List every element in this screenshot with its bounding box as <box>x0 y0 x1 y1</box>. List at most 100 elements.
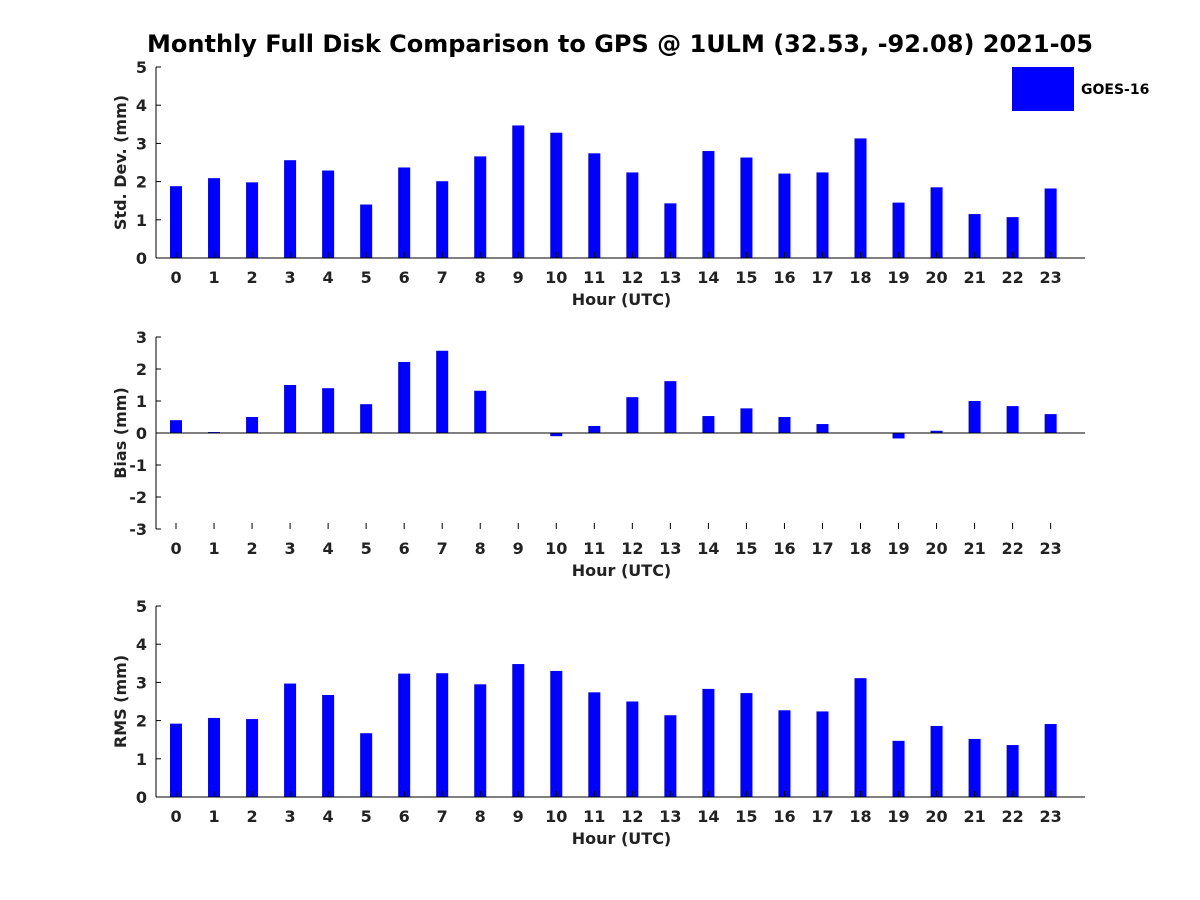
bar-rms-0 <box>170 723 183 797</box>
x-tick-label: 11 <box>583 807 605 826</box>
x-tick-label: 19 <box>887 807 909 826</box>
x-tick-label: 22 <box>1001 807 1023 826</box>
bar-std_dev-14 <box>702 151 715 258</box>
bar-bias-17 <box>816 424 829 433</box>
bar-rms-5 <box>360 733 373 797</box>
x-tick-label: 11 <box>583 268 605 287</box>
bar-std_dev-5 <box>360 204 373 258</box>
bar-rms-15 <box>740 693 753 797</box>
x-tick-label: 23 <box>1040 268 1062 287</box>
y-tick-label: 0 <box>136 424 147 443</box>
x-tick-label: 2 <box>246 268 257 287</box>
x-tick-label: 22 <box>1001 268 1023 287</box>
bar-rms-23 <box>1044 724 1057 797</box>
x-tick-label: 0 <box>170 807 181 826</box>
x-tick-label: 14 <box>697 807 719 826</box>
x-tick-label: 18 <box>849 539 871 558</box>
x-tick-label: 15 <box>735 539 757 558</box>
x-tick-label: 1 <box>208 807 219 826</box>
x-tick-label: 9 <box>513 268 524 287</box>
bar-std_dev-10 <box>550 132 563 258</box>
x-tick-label: 23 <box>1040 807 1062 826</box>
x-tick-label: 2 <box>246 807 257 826</box>
y-tick-label: 5 <box>136 597 147 616</box>
bar-bias-2 <box>246 417 259 433</box>
x-tick-label: 1 <box>208 539 219 558</box>
x-tick-label: 1 <box>208 268 219 287</box>
bar-rms-13 <box>664 715 677 797</box>
bar-rms-10 <box>550 670 563 797</box>
bar-rms-9 <box>512 664 525 797</box>
x-tick-label: 4 <box>323 807 334 826</box>
x-tick-label: 20 <box>925 268 947 287</box>
bar-rms-6 <box>398 673 411 797</box>
bar-rms-2 <box>246 719 259 797</box>
x-tick-label: 0 <box>170 268 181 287</box>
x-tick-label: 14 <box>697 539 719 558</box>
bar-std_dev-21 <box>968 214 981 258</box>
bar-bias-23 <box>1044 414 1057 433</box>
bar-bias-19 <box>892 433 905 439</box>
x-tick-label: 21 <box>963 539 985 558</box>
bar-bias-13 <box>664 381 677 433</box>
bar-std_dev-18 <box>854 138 867 258</box>
bar-rms-4 <box>322 695 335 797</box>
x-tick-label: 5 <box>361 539 372 558</box>
x-tick-label: 9 <box>513 539 524 558</box>
y-tick-label: 4 <box>136 635 147 654</box>
y-tick-label: -1 <box>129 456 147 475</box>
bar-bias-21 <box>968 401 981 433</box>
y-tick-label: 3 <box>136 134 147 153</box>
bar-bias-3 <box>284 385 297 433</box>
bar-bias-0 <box>170 420 183 433</box>
x-tick-label: 13 <box>659 268 681 287</box>
x-tick-label: 21 <box>963 807 985 826</box>
bar-std_dev-23 <box>1044 188 1057 258</box>
x-tick-label: 9 <box>513 807 524 826</box>
x-tick-label: 16 <box>773 268 795 287</box>
bar-bias-6 <box>398 361 411 433</box>
x-tick-label: 0 <box>170 539 181 558</box>
y-tick-label: 0 <box>136 249 147 268</box>
y-axis-label: RMS (mm) <box>111 655 130 748</box>
x-tick-label: 8 <box>475 268 486 287</box>
x-tick-label: 13 <box>659 539 681 558</box>
x-tick-label: 6 <box>399 539 410 558</box>
x-tick-label: 21 <box>963 268 985 287</box>
bar-std_dev-20 <box>930 187 943 258</box>
y-tick-label: 4 <box>136 96 147 115</box>
bar-rms-21 <box>968 738 981 797</box>
bar-rms-1 <box>208 717 221 797</box>
y-tick-label: 2 <box>136 173 147 192</box>
bar-std_dev-0 <box>170 186 183 258</box>
y-tick-label: -3 <box>129 520 147 539</box>
x-tick-label: 10 <box>545 807 567 826</box>
bar-rms-17 <box>816 711 829 797</box>
x-tick-label: 18 <box>849 807 871 826</box>
bar-std_dev-15 <box>740 157 753 258</box>
bar-rms-14 <box>702 688 715 797</box>
bar-bias-14 <box>702 416 715 433</box>
bar-rms-12 <box>626 701 639 797</box>
y-axis-label: Bias (mm) <box>111 387 130 479</box>
x-tick-label: 10 <box>545 539 567 558</box>
x-tick-label: 3 <box>285 268 296 287</box>
x-tick-label: 13 <box>659 807 681 826</box>
x-tick-label: 12 <box>621 807 643 826</box>
x-tick-label: 4 <box>323 268 334 287</box>
x-tick-label: 5 <box>361 807 372 826</box>
x-tick-label: 8 <box>475 807 486 826</box>
bar-std_dev-11 <box>588 153 601 258</box>
bar-bias-10 <box>550 433 563 437</box>
bar-bias-7 <box>436 350 449 433</box>
bar-std_dev-2 <box>246 182 259 258</box>
bar-std_dev-8 <box>474 156 487 258</box>
bar-rms-18 <box>854 678 867 797</box>
bar-rms-8 <box>474 684 487 797</box>
x-tick-label: 6 <box>399 268 410 287</box>
y-tick-label: 5 <box>136 58 147 77</box>
x-tick-label: 19 <box>887 539 909 558</box>
